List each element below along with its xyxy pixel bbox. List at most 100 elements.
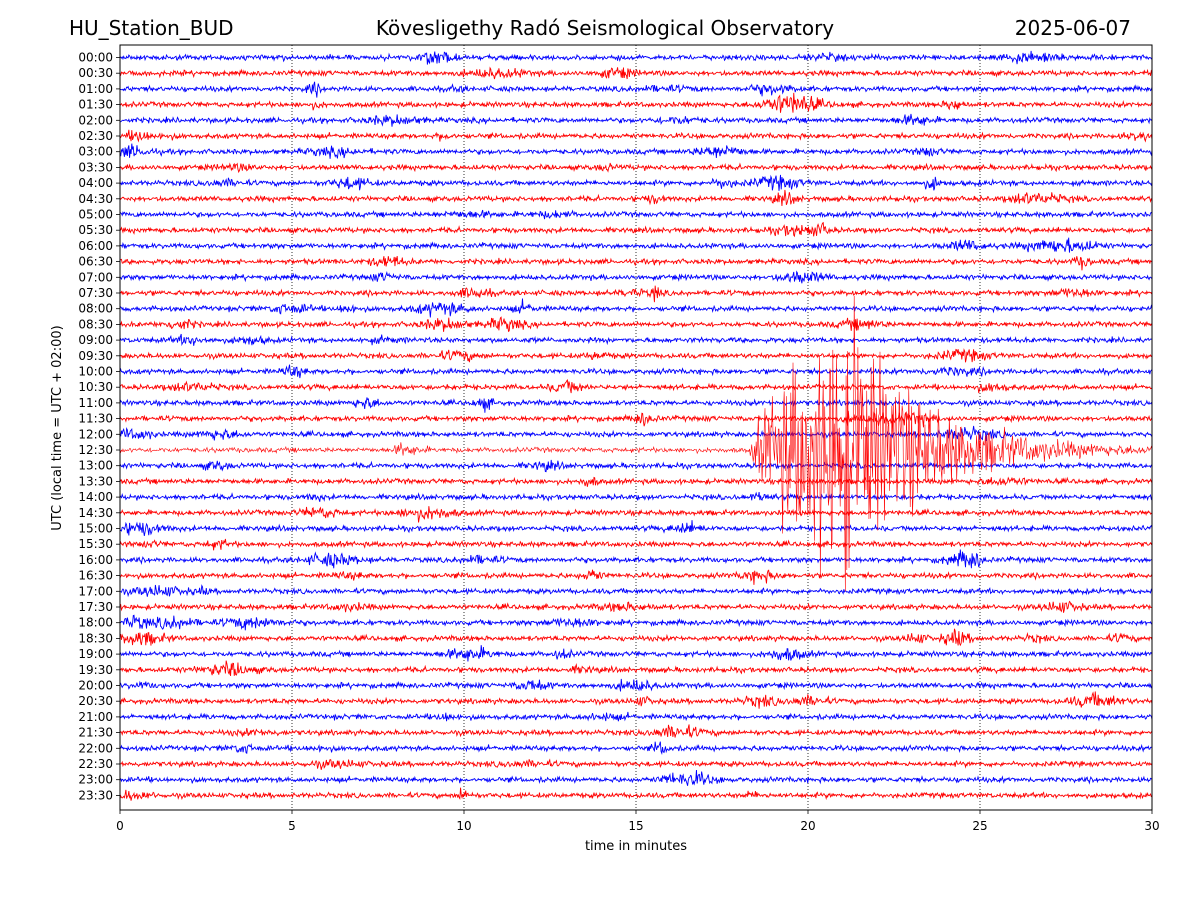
trace-0900 xyxy=(120,333,1152,347)
x-tick-label: 15 xyxy=(628,819,643,833)
y-tick-label: 15:30 xyxy=(78,537,113,551)
y-tick-label: 23:30 xyxy=(78,788,113,802)
trace-1130 xyxy=(120,410,1152,428)
y-tick-label: 11:00 xyxy=(78,396,113,410)
y-tick-label: 21:00 xyxy=(78,710,113,724)
y-tick-label: 13:00 xyxy=(78,459,113,473)
y-tick-label: 17:30 xyxy=(78,600,113,614)
y-tick-label: 03:30 xyxy=(78,160,113,174)
trace-1000 xyxy=(120,364,1152,379)
trace-1730 xyxy=(120,600,1152,613)
trace-0830 xyxy=(120,316,1152,333)
trace-2000 xyxy=(120,678,1152,692)
y-tick-label: 18:30 xyxy=(78,631,113,645)
trace-0630 xyxy=(120,256,1152,271)
y-tick-label: 20:00 xyxy=(78,679,113,693)
y-tick-label: 23:00 xyxy=(78,773,113,787)
y-tick-label: 03:00 xyxy=(78,145,113,159)
y-tick-label: 20:30 xyxy=(78,694,113,708)
y-tick-label: 04:30 xyxy=(78,192,113,206)
y-tick-label: 01:00 xyxy=(78,82,113,96)
y-tick-label: 19:00 xyxy=(78,647,113,661)
trace-1100 xyxy=(120,397,1152,413)
trace-0300 xyxy=(120,143,1152,159)
trace-0230 xyxy=(120,129,1152,143)
y-tick-label: 07:00 xyxy=(78,270,113,284)
trace-2030 xyxy=(120,691,1152,709)
trace-1430 xyxy=(120,506,1152,523)
x-tick-label: 5 xyxy=(288,819,296,833)
trace-1600 xyxy=(120,549,1152,569)
trace-1030 xyxy=(120,379,1152,394)
trace-1230 xyxy=(119,295,1153,592)
trace-0530 xyxy=(120,221,1152,238)
trace-1830 xyxy=(120,628,1152,647)
x-tick-label: 20 xyxy=(800,819,815,833)
y-tick-label: 10:30 xyxy=(78,380,113,394)
seismic-traces xyxy=(120,50,1152,801)
y-tick-label: 16:00 xyxy=(78,553,113,567)
trace-2230 xyxy=(120,758,1152,770)
y-tick-label: 06:00 xyxy=(78,239,113,253)
trace-0700 xyxy=(120,270,1152,284)
observatory-title: Kövesligethy Radó Seismological Observat… xyxy=(376,16,834,40)
x-axis-label: time in minutes xyxy=(585,839,687,854)
trace-0730 xyxy=(120,285,1152,303)
y-tick-label: 14:30 xyxy=(78,506,113,520)
y-tick-label: 16:30 xyxy=(78,569,113,583)
y-tick-label: 12:00 xyxy=(78,427,113,441)
y-tick-label: 13:30 xyxy=(78,474,113,488)
y-axis-label: UTC (local time = UTC + 02:00) xyxy=(50,325,65,530)
trace-2330 xyxy=(120,787,1152,801)
trace-0030 xyxy=(120,66,1152,80)
trace-1630 xyxy=(120,569,1152,585)
y-tick-label: 00:00 xyxy=(78,51,113,65)
trace-0000 xyxy=(120,50,1152,65)
trace-2100 xyxy=(120,711,1152,722)
trace-1700 xyxy=(120,584,1152,598)
trace-2300 xyxy=(120,770,1152,786)
y-tick-label: 15:00 xyxy=(78,522,113,536)
trace-2130 xyxy=(120,724,1152,739)
trace-1500 xyxy=(120,520,1152,536)
trace-0600 xyxy=(120,237,1152,253)
y-tick-label: 00:30 xyxy=(78,66,113,80)
y-tick-label: 10:00 xyxy=(78,365,113,379)
y-tick-label: 09:00 xyxy=(78,333,113,347)
trace-1530 xyxy=(120,538,1152,551)
x-tick-label: 30 xyxy=(1144,819,1159,833)
y-tick-label: 08:00 xyxy=(78,302,113,316)
date-title: 2025-06-07 xyxy=(1015,16,1131,40)
y-tick-label: 21:30 xyxy=(78,726,113,740)
x-tick-label: 10 xyxy=(456,819,471,833)
y-tick-label: 05:00 xyxy=(78,208,113,222)
y-tick-label: 02:00 xyxy=(78,113,113,127)
trace-0400 xyxy=(120,174,1152,191)
trace-0330 xyxy=(120,162,1152,174)
trace-0800 xyxy=(120,298,1152,318)
x-tick-label: 25 xyxy=(972,819,987,833)
y-tick-label: 07:30 xyxy=(78,286,113,300)
y-tick-label: 12:30 xyxy=(78,443,113,457)
y-tick-label: 06:30 xyxy=(78,255,113,269)
trace-0500 xyxy=(120,209,1152,220)
trace-0430 xyxy=(120,189,1152,206)
trace-1900 xyxy=(120,645,1152,662)
y-tick-label: 08:30 xyxy=(78,317,113,331)
y-tick-label: 22:30 xyxy=(78,757,113,771)
trace-1330 xyxy=(120,476,1152,487)
trace-0200 xyxy=(120,113,1152,127)
y-tick-label: 19:30 xyxy=(78,663,113,677)
y-tick-label: 02:30 xyxy=(78,129,113,143)
y-tick-label: 04:00 xyxy=(78,176,113,190)
trace-1930 xyxy=(120,660,1152,677)
x-tick-label: 0 xyxy=(116,819,124,833)
y-tick-label: 22:00 xyxy=(78,741,113,755)
event-overlays xyxy=(119,295,1153,592)
y-tick-label: 18:00 xyxy=(78,616,113,630)
trace-0130 xyxy=(120,92,1152,113)
y-tick-label: 11:30 xyxy=(78,412,113,426)
station-title: HU_Station_BUD xyxy=(69,16,234,40)
